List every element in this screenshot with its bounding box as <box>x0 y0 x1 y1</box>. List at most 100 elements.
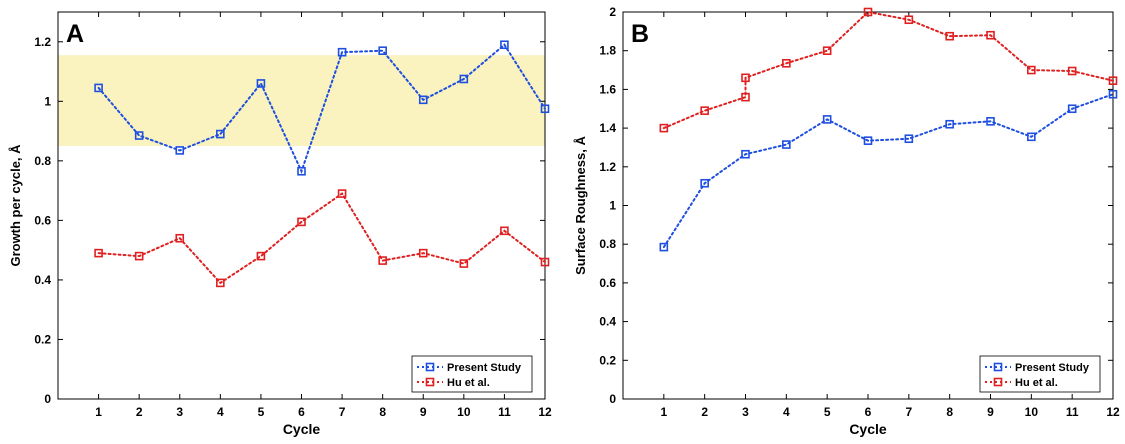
data-point <box>822 46 832 56</box>
data-point <box>741 73 750 83</box>
data-point <box>782 140 791 149</box>
data-point <box>1027 65 1036 75</box>
series-line <box>97 192 546 285</box>
x-tick-label: 11 <box>498 405 511 419</box>
series-1 <box>94 189 550 288</box>
data-point <box>256 251 266 261</box>
y-tick-label: 0.6 <box>599 276 616 290</box>
x-tick-label: 6 <box>865 405 872 419</box>
y-tick-label: 1.2 <box>599 160 616 174</box>
panel-label: A <box>66 20 84 48</box>
series-line <box>97 43 546 174</box>
data-point <box>1108 89 1118 99</box>
data-point <box>540 104 550 114</box>
legend-label: Hu et al. <box>1015 377 1058 389</box>
data-point <box>297 166 306 176</box>
data-point <box>904 15 914 25</box>
data-point <box>256 79 266 88</box>
data-point <box>782 58 791 68</box>
legend-label: Hu et al. <box>447 377 490 389</box>
data-point <box>459 259 469 268</box>
y-tick-label: 0 <box>609 392 616 406</box>
y-tick-label: 1 <box>609 199 616 213</box>
data-point <box>337 47 347 57</box>
data-point <box>216 129 225 139</box>
legend-label: Present Study <box>1015 362 1090 374</box>
x-tick-label: 1 <box>95 405 102 419</box>
data-point <box>337 189 347 198</box>
x-tick-label: 3 <box>176 405 183 419</box>
data-point <box>418 248 428 258</box>
y-tick-label: 1.2 <box>34 35 51 49</box>
series-line <box>662 93 1114 249</box>
y-tick-label: 0.2 <box>34 332 51 346</box>
data-point <box>500 226 509 236</box>
x-tick-label: 4 <box>783 405 790 419</box>
data-point <box>94 83 103 93</box>
x-tick-label: 7 <box>339 405 346 419</box>
y-tick-label: 1 <box>44 94 51 108</box>
data-point <box>297 217 306 227</box>
chart-panel-b: 1 2 3 4 5 6 7 8 9 10 11 1200.20.40.60.811.21.41.61.… <box>573 5 1120 437</box>
x-tick-label: 1 <box>660 405 667 419</box>
data-point <box>378 46 387 56</box>
y-tick-label: 0.2 <box>599 353 616 367</box>
data-point <box>986 30 995 40</box>
y-axis-label: Surface Roughness, Å <box>573 136 588 275</box>
data-point <box>500 40 509 50</box>
legend: Present Study Hu et al. <box>411 355 533 393</box>
data-point <box>741 92 750 102</box>
legend-marker <box>425 377 435 387</box>
data-point <box>94 248 103 258</box>
data-point <box>216 278 225 288</box>
x-tick-label: 9 <box>420 405 427 419</box>
highlight-band <box>58 55 545 146</box>
legend-marker <box>993 362 1003 372</box>
x-tick-label: 9 <box>987 405 994 419</box>
x-tick-label: 11 <box>1066 405 1079 419</box>
y-tick-label: 0.8 <box>34 154 51 168</box>
series-line <box>662 10 1114 130</box>
y-tick-label: 1.6 <box>599 82 616 96</box>
data-point <box>1067 104 1077 114</box>
legend: Present Study Hu et al. <box>979 355 1101 393</box>
data-point <box>700 178 709 188</box>
x-axis-label: Cycle <box>849 421 887 437</box>
data-point <box>822 115 832 124</box>
data-point <box>175 146 185 155</box>
x-tick-label: 10 <box>457 405 471 419</box>
legend-marker <box>425 362 435 372</box>
data-point <box>945 31 954 41</box>
x-tick-label: 8 <box>946 405 953 419</box>
legend-label: Present Study <box>447 362 522 374</box>
data-point <box>1027 132 1036 142</box>
y-tick-label: 1.8 <box>599 44 616 58</box>
x-tick-label: 8 <box>379 405 386 419</box>
data-point <box>1108 76 1118 85</box>
data-point <box>659 123 669 133</box>
x-tick-label: 7 <box>905 405 912 419</box>
x-tick-label: 5 <box>824 405 831 419</box>
chart-panel-a: 1 2 3 4 5 6 7 8 9 10 11 1200.20.40.60.811.2CycleGro… <box>8 11 552 437</box>
data-point <box>378 256 387 265</box>
data-point <box>986 117 995 126</box>
data-point <box>904 134 914 144</box>
x-tick-label: 2 <box>136 405 143 419</box>
y-tick-label: 0.4 <box>34 273 51 287</box>
x-tick-label: 12 <box>1106 405 1120 419</box>
panel-label: B <box>631 20 649 48</box>
series-0 <box>94 40 550 176</box>
data-point <box>863 136 873 145</box>
x-tick-label: 6 <box>298 405 305 419</box>
series-0 <box>659 89 1118 252</box>
data-point <box>1067 66 1077 76</box>
data-point <box>700 106 709 115</box>
y-tick-label: 0.6 <box>34 213 51 227</box>
data-point <box>540 257 550 267</box>
data-point <box>741 149 750 159</box>
y-axis-label: Growth per cycle, Å <box>8 144 23 267</box>
data-point <box>134 251 144 261</box>
x-tick-label: 12 <box>538 405 552 419</box>
